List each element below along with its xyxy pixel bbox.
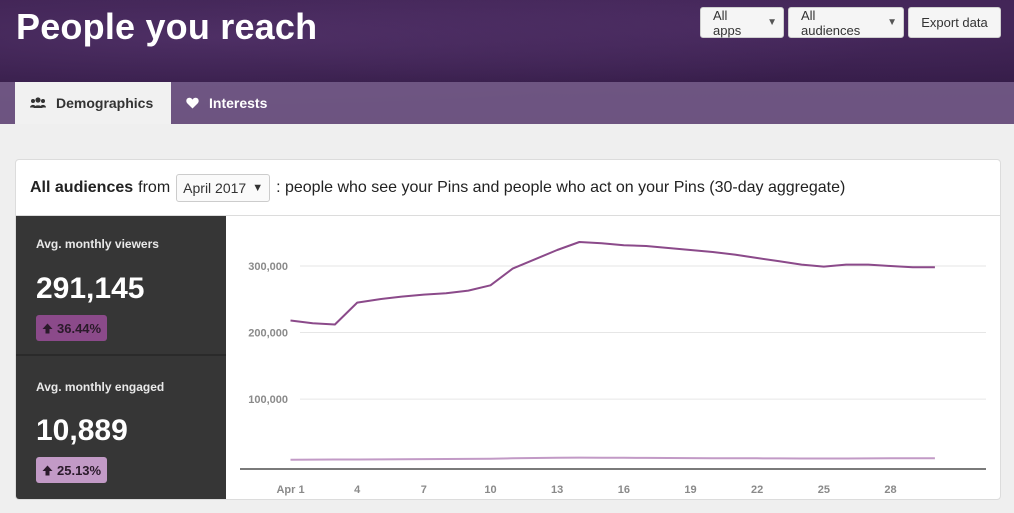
apps-select-label: All apps [713,7,742,38]
x-tick-label: 25 [818,484,830,496]
card-header: All audiences from April 2017 ▼ : people… [16,160,1000,216]
audience-card: All audiences from April 2017 ▼ : people… [15,159,1001,500]
tab-demographics[interactable]: Demographics [15,82,171,124]
audiences-select-label: All audiences [801,7,861,38]
stat-label: Avg. monthly engaged [36,380,165,394]
y-tick-label: 200,000 [248,328,288,340]
x-tick-label: 28 [884,484,896,496]
caret-down-icon: ▼ [887,17,897,28]
tab-interests-label: Interests [209,95,268,111]
arrow-up-icon [42,465,53,476]
arrow-up-icon [42,323,53,334]
heart-icon [186,97,199,109]
stat-label: Avg. monthly viewers [36,237,159,251]
apps-select[interactable]: All apps ▼ [700,7,784,38]
export-data-button[interactable]: Export data [908,7,1001,38]
x-tick-label: 13 [551,484,563,496]
y-tick-label: 300,000 [248,261,288,273]
stat-monthly-viewers[interactable]: Avg. monthly viewers 291,145 36.44% [16,216,226,356]
x-tick-label: 16 [618,484,630,496]
change-badge: 36.44% [36,315,108,341]
from-text: from [138,178,171,196]
stats-panel: Avg. monthly viewers 291,145 36.44% Avg.… [16,216,226,499]
page-title: People you reach [16,6,318,47]
stat-value: 10,889 [36,414,128,447]
caret-down-icon: ▼ [767,17,777,28]
top-controls: All apps ▼ All audiences ▼ Export data [700,7,1001,38]
people-icon [30,97,46,109]
change-value: 36.44% [57,320,102,336]
month-select[interactable]: April 2017 ▼ [176,173,271,202]
tab-interests[interactable]: Interests [171,82,291,124]
stat-value: 291,145 [36,272,145,305]
x-tick-label: 4 [354,484,361,496]
change-value: 25.13% [57,462,102,478]
audiences-select[interactable]: All audiences ▼ [788,7,904,38]
change-badge: 25.13% [36,457,108,483]
series-line-engaged [290,456,935,461]
chart-svg: 300,000 200,000 100,000 Apr 1 4 7 10 13 16 19 22 25… [240,241,986,496]
month-select-label: April 2017 [183,179,247,196]
x-tick-label: 22 [751,484,763,496]
series-line-viewers [290,241,935,326]
caret-down-icon: ▼ [252,181,264,194]
tab-demographics-label: Demographics [56,95,154,111]
x-tick-label: 10 [484,484,496,496]
y-tick-label: 100,000 [248,394,288,406]
tabs-bar: Demographics Interests [0,82,1014,124]
reach-line-chart: 300,000 200,000 100,000 Apr 1 4 7 10 13 16 19 22 25… [226,216,1000,499]
card-title: All audiences [30,178,134,196]
hero-banner: People you reach All apps ▼ All audience… [0,0,1014,124]
stat-monthly-engaged[interactable]: Avg. monthly engaged 10,889 25.13% [16,358,226,499]
x-tick-label: Apr 1 [276,484,304,496]
x-tick-label: 7 [421,484,427,496]
card-description: : people who see your Pins and people wh… [276,178,846,196]
x-tick-label: 19 [684,484,696,496]
